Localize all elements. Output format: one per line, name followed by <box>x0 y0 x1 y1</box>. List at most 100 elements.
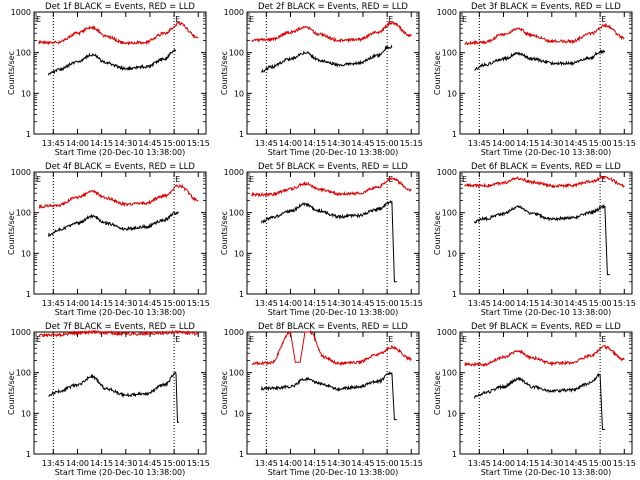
detector-panel-5: Det 5f BLACK = Events, RED = LLD 1 10 100 10… <box>220 162 423 317</box>
y-axis-label: Counts/sec <box>220 211 229 255</box>
x-tick-label: 14:30 <box>114 299 137 308</box>
y-axis-label: Counts/sec <box>433 371 442 415</box>
events-series-line <box>474 203 610 276</box>
y-tick-label: 10 <box>234 89 244 98</box>
y-tick-label: 1 <box>239 450 244 459</box>
x-tick-label: 14:00 <box>492 299 515 308</box>
x-tick-label: 13:45 <box>42 299 65 308</box>
plot-frame <box>459 171 633 295</box>
plot-frame <box>246 11 420 135</box>
x-tick-label: 13:45 <box>255 139 278 148</box>
x-tick-label: 14:30 <box>327 299 350 308</box>
x-tick-label: 14:00 <box>492 139 515 148</box>
detector-panel-1: Det 1f BLACK = Events, RED = LLD 1 10 100 10… <box>7 2 210 157</box>
y-tick-label: 10 <box>447 249 457 258</box>
y-tick-label: 1000 <box>224 8 244 17</box>
y-axis-label: Counts/sec <box>220 371 229 415</box>
y-tick-label: 1 <box>26 290 31 299</box>
x-tick-label: 14:45 <box>138 299 161 308</box>
plot-frame <box>459 11 633 135</box>
y-tick-label: 10 <box>447 409 457 418</box>
plot-frame <box>33 11 207 135</box>
detector-panel-9: Det 9f BLACK = Events, RED = LLD 1 10 100 10… <box>433 322 636 477</box>
y-axis-label: Counts/sec <box>7 51 16 95</box>
y-tick-label: 100 <box>229 369 244 378</box>
x-tick-label: 15:15 <box>187 299 210 308</box>
x-tick-label: 15:15 <box>187 139 210 148</box>
x-tick-label: 15:00 <box>376 139 399 148</box>
x-tick-label: 15:00 <box>589 299 612 308</box>
x-tick-label: 14:30 <box>327 139 350 148</box>
plot-frame <box>459 331 633 455</box>
y-tick-label: 100 <box>229 49 244 58</box>
plot-frame <box>33 171 207 295</box>
panel-title: Det 3f BLACK = Events, RED = LLD <box>471 2 621 12</box>
y-tick-label: 100 <box>442 49 457 58</box>
x-tick-label: 14:30 <box>540 139 563 148</box>
detector-panel-4: Det 4f BLACK = Events, RED = LLD 1 10 100 10… <box>7 162 210 317</box>
x-tick-label: 14:15 <box>90 299 113 308</box>
x-tick-label: 14:00 <box>279 459 302 468</box>
y-tick-label: 10 <box>234 249 244 258</box>
panel-title: Det 2f BLACK = Events, RED = LLD <box>258 2 408 12</box>
x-axis-label: Start Time (20-Dec-10 13:38:00) <box>481 308 612 317</box>
x-tick-label: 14:15 <box>90 139 113 148</box>
y-tick-label: 1 <box>452 130 457 139</box>
x-tick-label: 15:00 <box>589 139 612 148</box>
events-series-line <box>48 48 177 76</box>
x-tick-label: 14:30 <box>114 139 137 148</box>
e-marker: E <box>462 175 467 184</box>
x-tick-label: 14:00 <box>279 139 302 148</box>
events-series-line <box>474 372 605 430</box>
x-tick-label: 15:15 <box>613 299 636 308</box>
x-tick-label: 15:15 <box>613 139 636 148</box>
y-tick-label: 1 <box>239 130 244 139</box>
x-tick-label: 14:00 <box>66 139 89 148</box>
y-tick-label: 1 <box>26 450 31 459</box>
y-tick-label: 1000 <box>437 168 457 177</box>
events-series-line <box>261 44 393 73</box>
y-tick-label: 1 <box>452 290 457 299</box>
x-tick-label: 14:45 <box>351 299 374 308</box>
x-tick-label: 13:45 <box>468 299 491 308</box>
x-tick-label: 14:30 <box>327 459 350 468</box>
y-axis-label: Counts/sec <box>433 211 442 255</box>
x-tick-label: 14:30 <box>540 299 563 308</box>
x-tick-label: 15:00 <box>589 459 612 468</box>
x-tick-label: 13:45 <box>42 139 65 148</box>
y-tick-label: 1 <box>239 290 244 299</box>
x-tick-label: 15:15 <box>400 459 423 468</box>
e-marker: E <box>249 15 254 24</box>
e-marker: E <box>388 15 393 24</box>
y-tick-label: 100 <box>16 369 31 378</box>
detector-panel-6: Det 6f BLACK = Events, RED = LLD 1 10 100 10… <box>433 162 636 317</box>
lld-series-line <box>251 176 412 198</box>
panel-title: Det 4f BLACK = Events, RED = LLD <box>45 162 195 172</box>
y-tick-label: 100 <box>229 209 244 218</box>
x-tick-label: 13:45 <box>255 459 278 468</box>
plot-frame <box>33 331 207 455</box>
plot-frame <box>246 171 420 295</box>
x-tick-label: 14:15 <box>303 459 326 468</box>
detector-panel-8: Det 8f BLACK = Events, RED = LLD 1 10 100 10… <box>220 322 423 477</box>
x-axis-label: Start Time (20-Dec-10 13:38:00) <box>268 308 399 317</box>
x-axis-label: Start Time (20-Dec-10 13:38:00) <box>268 148 399 157</box>
x-tick-label: 14:45 <box>564 139 587 148</box>
e-marker: E <box>601 175 606 184</box>
x-tick-label: 15:15 <box>400 139 423 148</box>
y-tick-label: 10 <box>21 409 31 418</box>
events-series-line <box>48 211 180 237</box>
y-tick-label: 1000 <box>224 168 244 177</box>
y-tick-label: 1000 <box>437 8 457 17</box>
panel-title: Det 7f BLACK = Events, RED = LLD <box>45 322 195 332</box>
x-tick-label: 14:45 <box>564 299 587 308</box>
x-axis-label: Start Time (20-Dec-10 13:38:00) <box>55 308 186 317</box>
events-series-line <box>261 371 397 421</box>
y-tick-label: 1000 <box>224 328 244 337</box>
x-tick-label: 14:45 <box>351 139 374 148</box>
y-tick-label: 100 <box>442 369 457 378</box>
panel-title: Det 5f BLACK = Events, RED = LLD <box>258 162 408 172</box>
x-tick-label: 13:45 <box>468 139 491 148</box>
y-tick-label: 1000 <box>437 328 457 337</box>
x-tick-label: 15:00 <box>163 299 186 308</box>
